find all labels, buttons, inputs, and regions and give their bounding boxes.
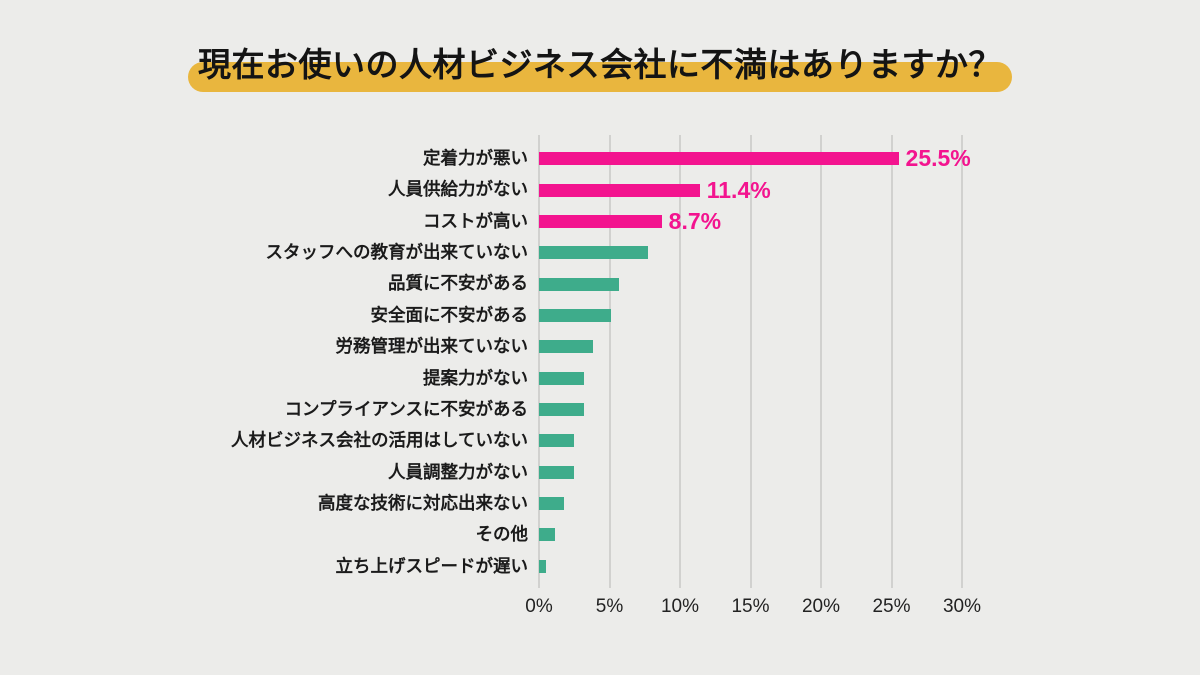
category-label: 定着力が悪い [423, 148, 528, 168]
bar-row: 25.5% [539, 143, 1179, 174]
category-label: 立ち上げスピードが遅い [335, 555, 529, 576]
bar [539, 214, 662, 228]
x-axis-tick-label: 10% [660, 596, 700, 617]
bar [539, 277, 620, 291]
bar-row: 8.7% [539, 206, 1179, 237]
bar-row: 11.4% [539, 174, 1179, 205]
x-axis-tick-label: 20% [801, 596, 841, 617]
bar [539, 371, 585, 385]
x-axis-tick-label: 25% [872, 596, 911, 617]
category-label: 安全面に不安がある [370, 304, 529, 325]
bar-row [539, 551, 1179, 582]
gridline [749, 135, 752, 588]
category-label: コンプライアンスに不安がある [284, 398, 528, 419]
category-label: 労務管理が出来ていない [335, 336, 529, 357]
plot-area [538, 135, 963, 588]
x-axis-tick-label: 5% [595, 596, 624, 617]
bar-row [539, 363, 1179, 394]
chart-header: 現在お使いの人材ビジネス会社に不満はありますか？ [0, 42, 1200, 93]
x-axis-tick-label: 15% [731, 596, 770, 617]
bar-row [539, 457, 1179, 488]
category-label: その他 [475, 524, 529, 545]
category-label: コストが高い [423, 210, 528, 231]
x-axis: 0% 5% 10% 15% 20% 25% 30% [525, 596, 981, 622]
category-label: 人員調整力がない [388, 461, 528, 482]
value-label: 25.5% [905, 145, 971, 172]
bar-row [539, 300, 1179, 331]
bar [539, 246, 648, 260]
gridline [890, 135, 893, 588]
bar [539, 497, 565, 511]
bars-area: 25.5% 11.4% 8.7% [539, 143, 1179, 582]
bar-row [539, 331, 1179, 362]
category-label: 高度な技術に対応出来ない [318, 492, 528, 513]
gridline [679, 135, 681, 588]
gridline [820, 135, 822, 588]
category-label: 人材ビジネス会社の活用はしていない [231, 430, 528, 451]
gridline [608, 135, 611, 588]
category-label: 人員供給力がない [388, 179, 528, 200]
value-label: 8.7% [668, 207, 722, 234]
title-highlight-marker [188, 62, 1012, 93]
category-axis: 定着力が悪い人員供給力がないコストが高いスタッフへの教育が出来ていない品質に不安… [0, 143, 528, 582]
bar-row [539, 268, 1179, 299]
bar [539, 403, 585, 417]
value-label: 11.4% [706, 176, 771, 203]
bar [539, 340, 593, 354]
bar-row [539, 394, 1179, 425]
bar [539, 152, 899, 166]
bar [539, 465, 575, 479]
bar [539, 183, 700, 197]
chart-title: 現在お使いの人材ビジネス会社に不満はありますか？ [198, 46, 1002, 83]
bar-row [539, 237, 1179, 268]
bar [539, 434, 575, 448]
bar-row [539, 488, 1179, 519]
category-label: 品質に不安がある [388, 273, 528, 294]
category-label: 提案力がない [423, 367, 528, 388]
bar-row [539, 519, 1179, 550]
x-axis-tick-label: 30% [942, 596, 982, 617]
bar [539, 559, 547, 573]
category-label: スタッフへの教育が出来ていない [265, 242, 529, 263]
x-axis-tick-label: 0% [525, 596, 553, 617]
bar-row [539, 425, 1179, 456]
gridline [961, 135, 963, 588]
gridline [538, 135, 540, 588]
title-block: 現在お使いの人材ビジネス会社に不満はありますか？ [188, 42, 1012, 93]
bar [539, 308, 611, 322]
bar [539, 528, 555, 542]
